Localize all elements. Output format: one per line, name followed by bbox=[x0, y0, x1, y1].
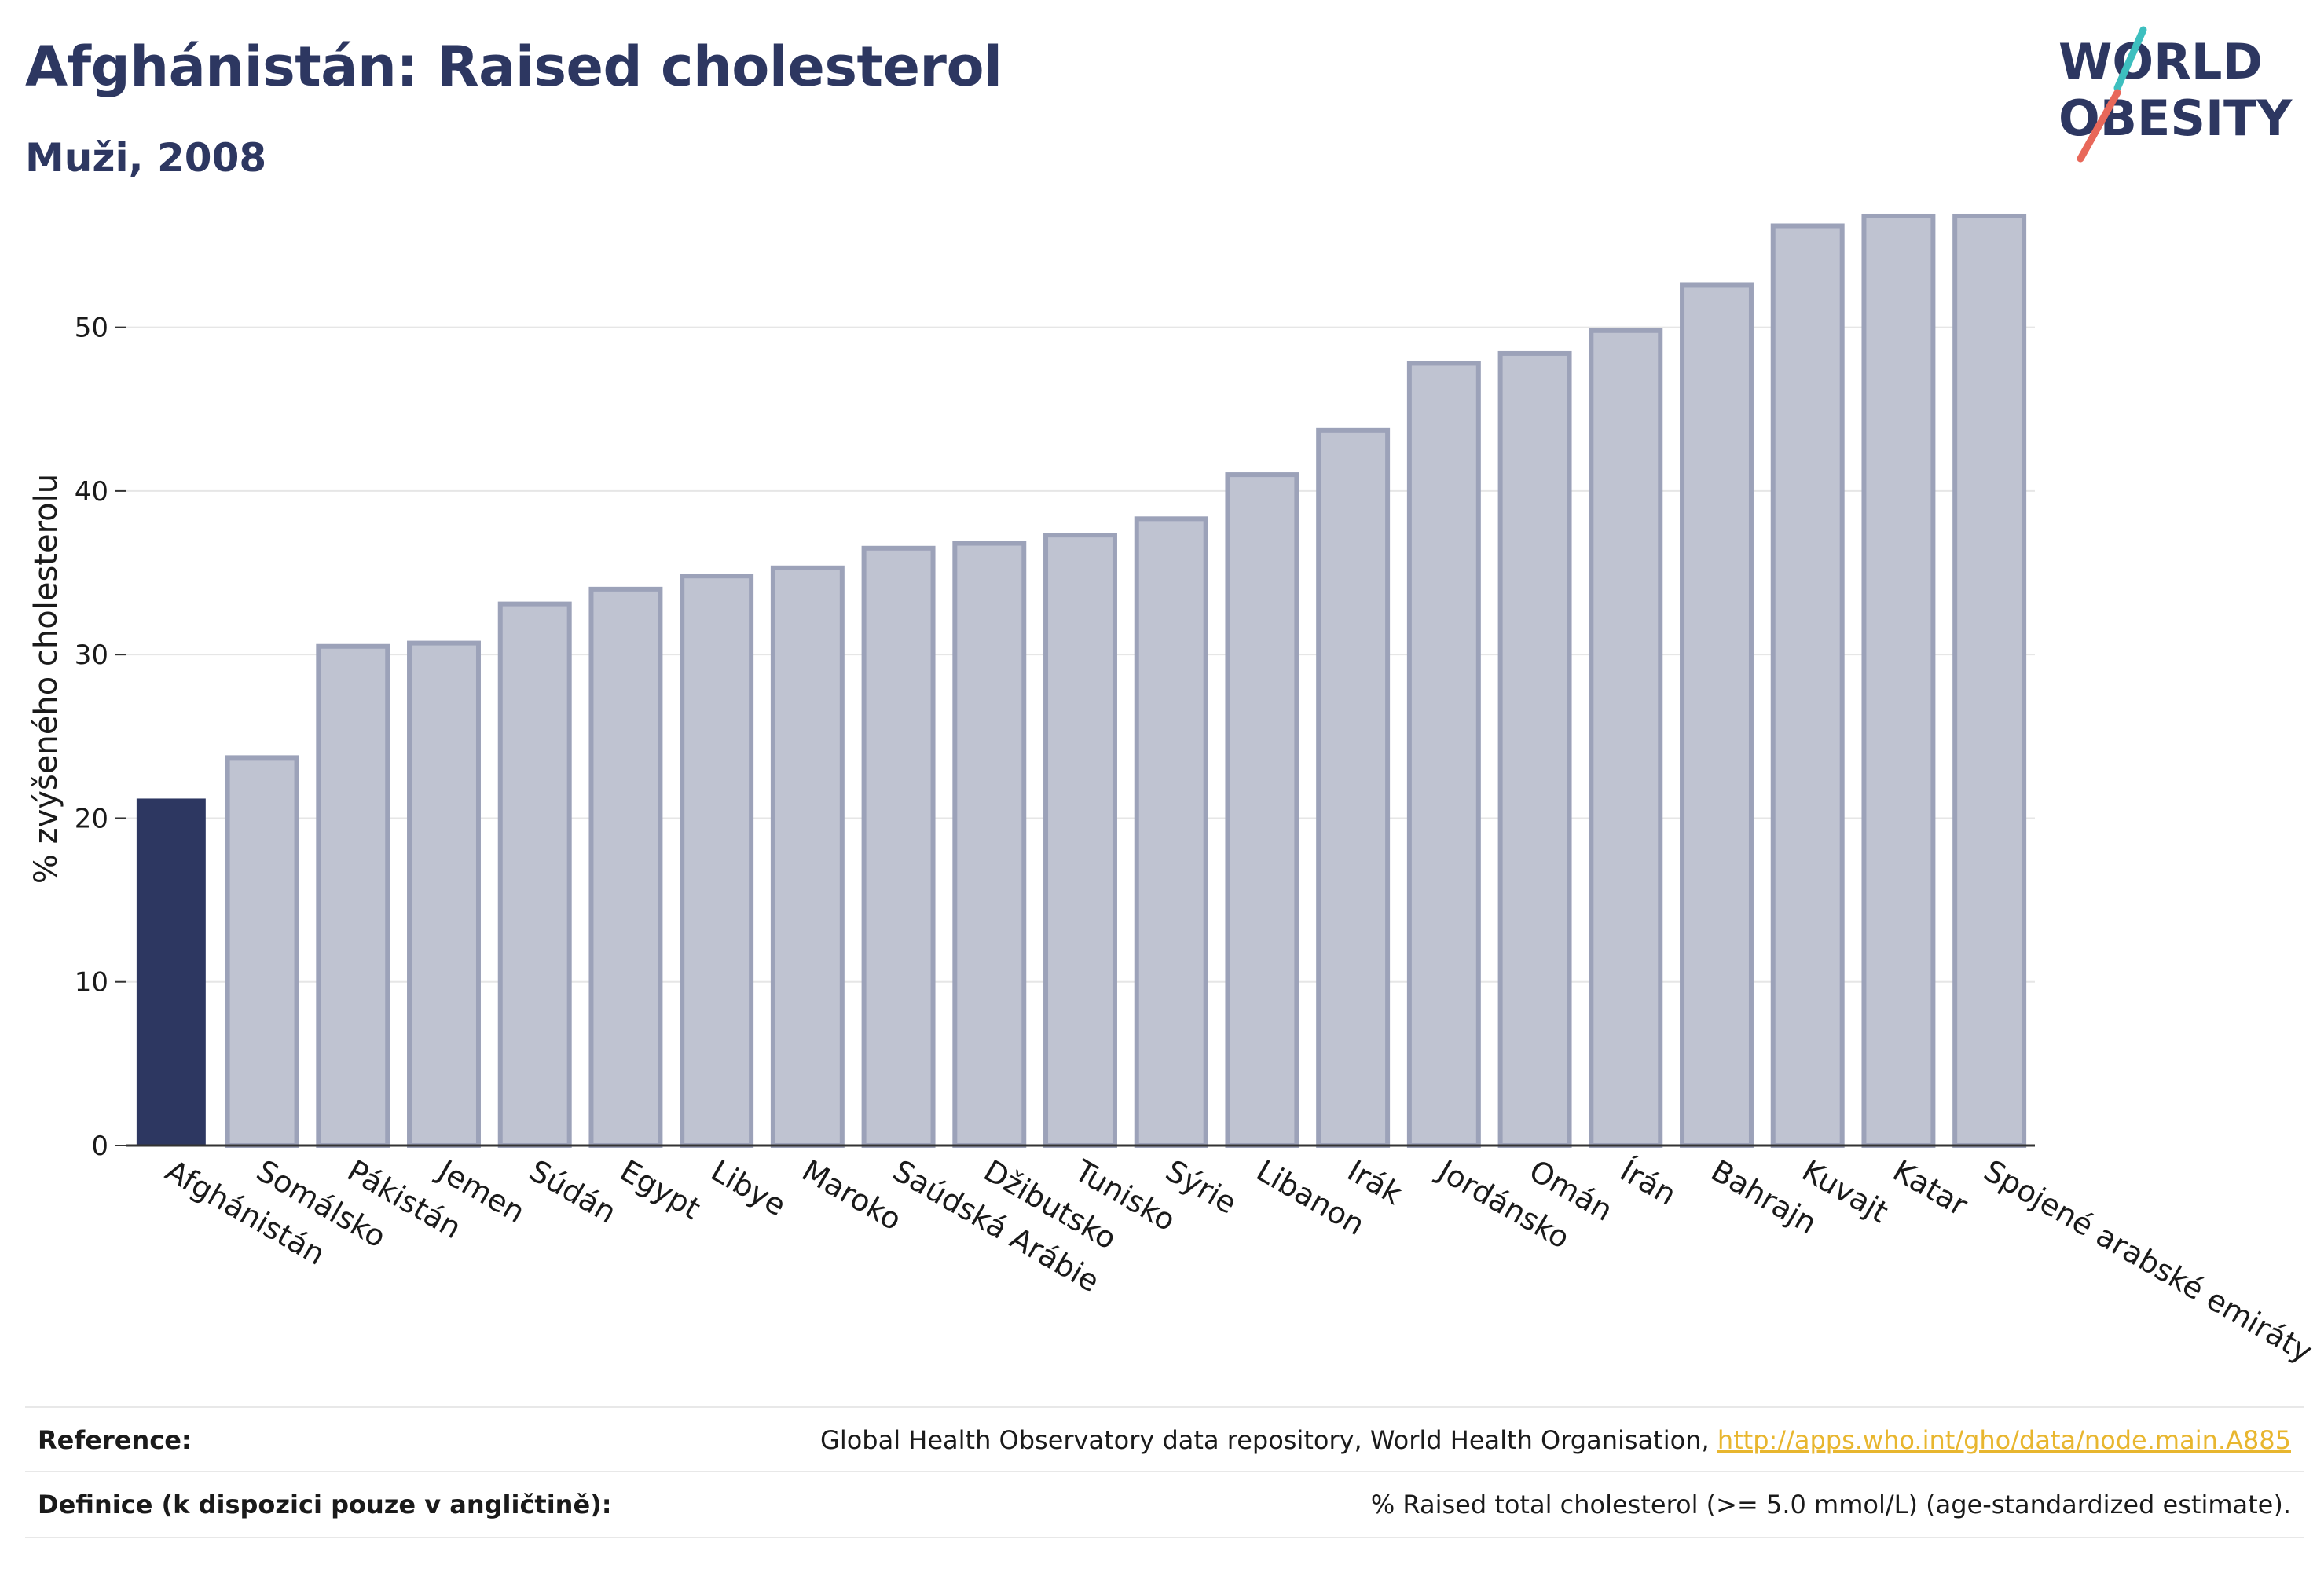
logo-slash-teal-icon bbox=[2113, 26, 2147, 92]
bar bbox=[861, 545, 936, 1148]
bars bbox=[136, 213, 2027, 1149]
definition-row: Definice (k dispozici pouze v angličtině… bbox=[25, 1471, 2304, 1538]
logo-line2: OBESITY bbox=[2058, 90, 2293, 147]
logo-slash-coral-icon bbox=[2077, 89, 2121, 163]
bar-chart: 0 10 20 30 40 50 AfghánistánSomálskoPákistánJ… bbox=[28, 213, 2319, 1369]
reference-row: Reference: Global Health Observatory dat… bbox=[25, 1406, 2304, 1472]
logo-line1: WORLD bbox=[2058, 33, 2263, 90]
world-obesity-logo: WORLD OBESITY bbox=[2058, 26, 2293, 163]
x-axis: AfghánistánSomálskoPákistánJemenSúdánEgy… bbox=[126, 1144, 2319, 1369]
x-tick-label: Maroko bbox=[796, 1153, 907, 1237]
reference-link[interactable]: http://apps.who.int/gho/data/node.main.A… bbox=[1717, 1425, 2291, 1455]
bar bbox=[1497, 350, 1572, 1148]
x-tick-label: Katar bbox=[1887, 1153, 1974, 1223]
bar bbox=[1770, 223, 1845, 1149]
x-tick-label: Libye bbox=[706, 1153, 792, 1223]
x-tick-label: Spojené arabské emiráty bbox=[1978, 1153, 2319, 1369]
reference-label: Reference: bbox=[38, 1425, 192, 1455]
bar bbox=[1316, 427, 1391, 1148]
y-tick-label: 20 bbox=[75, 803, 108, 834]
definition-value: % Raised total cholesterol (>= 5.0 mmol/… bbox=[1370, 1490, 2291, 1519]
bar bbox=[497, 601, 572, 1148]
y-tick-label: 10 bbox=[75, 967, 108, 999]
page-title: Afghánistán: Raised cholesterol bbox=[25, 35, 1003, 99]
bar bbox=[1589, 328, 1663, 1148]
y-tick-label: 40 bbox=[75, 476, 108, 508]
bar bbox=[1861, 213, 1936, 1148]
bar bbox=[136, 798, 206, 1145]
bar bbox=[1952, 213, 2027, 1148]
bar bbox=[1225, 472, 1299, 1148]
bar bbox=[316, 643, 390, 1148]
y-tick-label: 0 bbox=[91, 1131, 108, 1162]
reference-value: Global Health Observatory data repositor… bbox=[820, 1425, 2291, 1455]
bar bbox=[1406, 361, 1481, 1148]
page-subtitle: Muži, 2008 bbox=[25, 135, 267, 181]
bar bbox=[1680, 282, 1754, 1148]
bar bbox=[952, 541, 1027, 1148]
bar bbox=[770, 565, 845, 1148]
bar bbox=[225, 755, 299, 1149]
x-tick-label: Írán bbox=[1615, 1153, 1682, 1212]
bar bbox=[680, 574, 754, 1148]
reference-text: Global Health Observatory data repositor… bbox=[820, 1425, 1710, 1455]
y-tick-label: 30 bbox=[75, 640, 108, 671]
y-axis-label: % zvýšeného cholesterolu bbox=[28, 474, 64, 884]
x-tick-label: Súdán bbox=[523, 1153, 622, 1230]
y-axis: 0 10 20 30 40 50 bbox=[75, 313, 126, 1162]
bar bbox=[588, 586, 663, 1148]
bar bbox=[1134, 516, 1208, 1148]
bar bbox=[1043, 533, 1117, 1148]
y-tick-label: 50 bbox=[75, 313, 108, 344]
x-tick-label: Egypt bbox=[614, 1153, 706, 1226]
definition-label: Definice (k dispozici pouze v angličtině… bbox=[38, 1490, 612, 1519]
bar bbox=[407, 640, 481, 1148]
